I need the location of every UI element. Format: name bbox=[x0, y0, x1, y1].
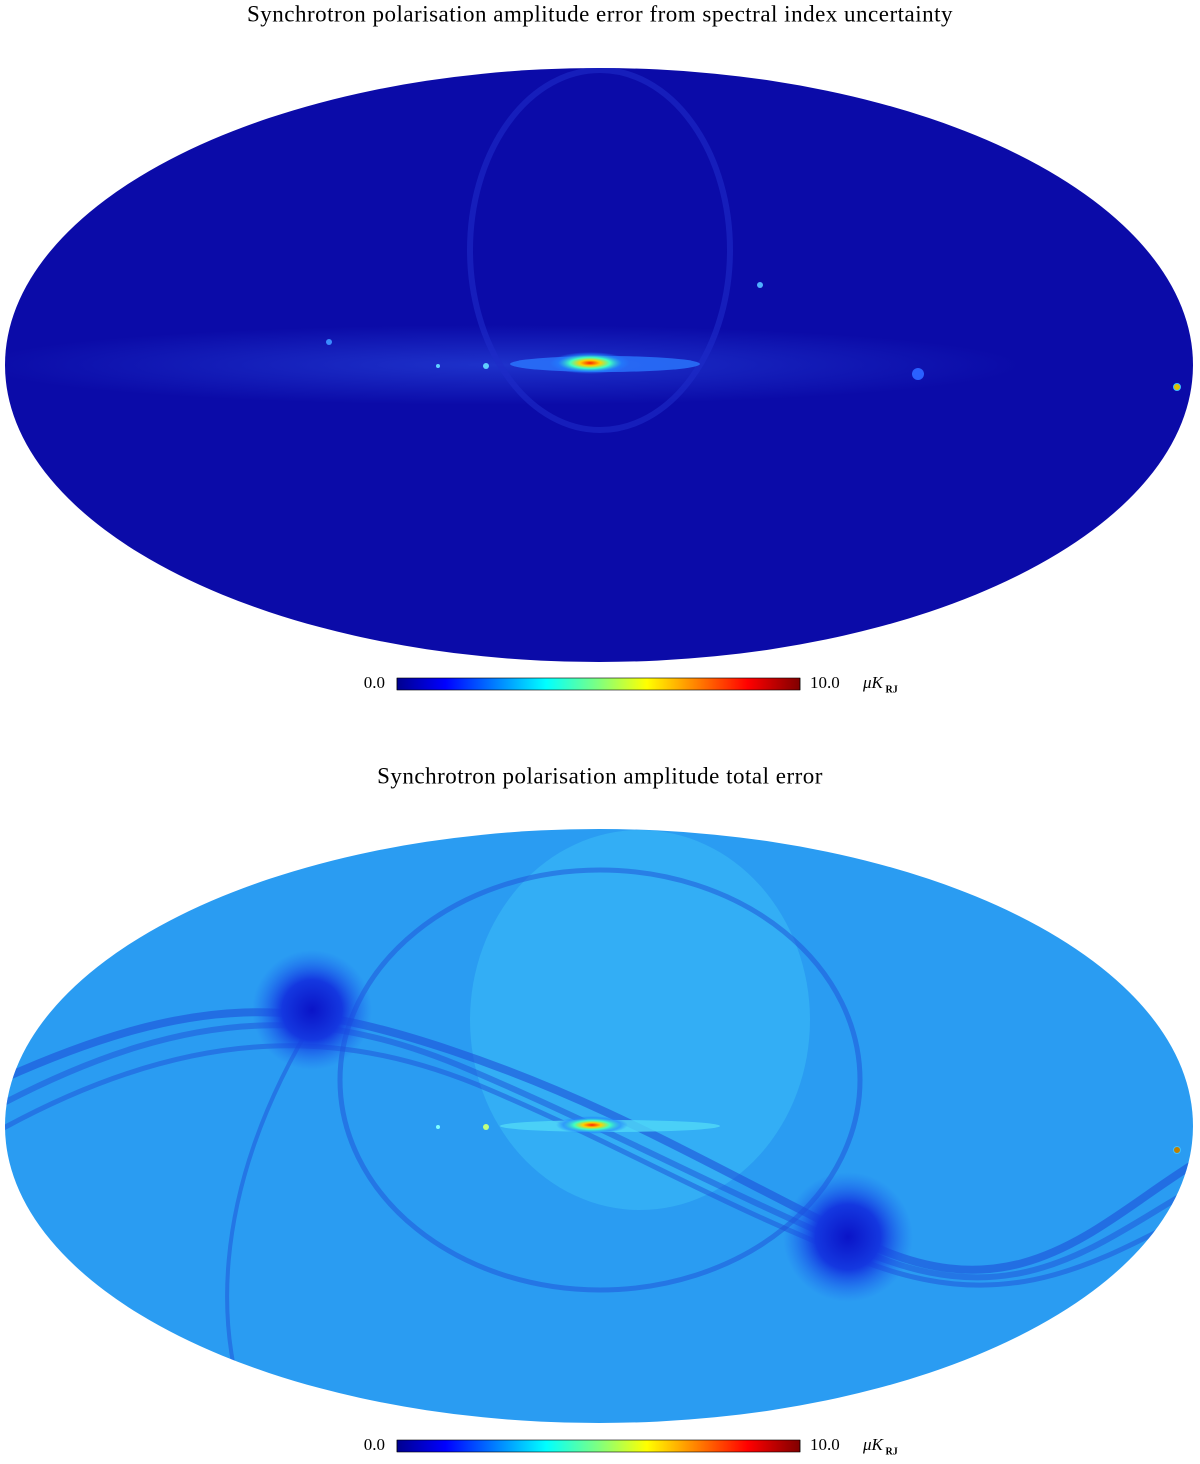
scan-stripe bbox=[5, 1043, 1193, 1288]
map-title: Synchrotron polarisation amplitude total… bbox=[377, 763, 823, 788]
colorbar bbox=[396, 677, 801, 691]
galactic-center bbox=[556, 1116, 628, 1134]
colorbar-unit: μK bbox=[862, 1435, 885, 1454]
colorbar bbox=[396, 1439, 801, 1453]
bright-region bbox=[470, 830, 810, 1210]
sky-map bbox=[5, 68, 1193, 662]
source bbox=[757, 282, 763, 288]
colorbar-min-label: 0.0 bbox=[364, 1435, 385, 1454]
galactic-center bbox=[550, 352, 630, 374]
scan-arc bbox=[337, 867, 863, 1293]
colorbar-max-label: 10.0 bbox=[810, 1435, 840, 1454]
source bbox=[912, 368, 924, 380]
source bbox=[1173, 383, 1181, 391]
plane-glow bbox=[5, 325, 1020, 405]
pole-star bbox=[252, 950, 372, 1070]
pole-star bbox=[783, 1172, 913, 1302]
scan-stripe bbox=[5, 1022, 1193, 1281]
colorbar-min-label: 0.0 bbox=[364, 673, 385, 692]
loop bbox=[467, 68, 733, 433]
source bbox=[436, 1125, 440, 1129]
source bbox=[326, 339, 332, 345]
colorbar-unit-subscript: RJ bbox=[886, 684, 898, 695]
source bbox=[1173, 1146, 1181, 1154]
map-title: Synchrotron polarisation amplitude error… bbox=[247, 1, 953, 26]
source bbox=[436, 364, 440, 368]
source bbox=[483, 363, 489, 369]
source bbox=[483, 1124, 489, 1130]
colorbar-max-label: 10.0 bbox=[810, 673, 840, 692]
colorbar-unit-subscript: RJ bbox=[886, 1446, 898, 1457]
colorbar-unit: μK bbox=[862, 673, 885, 692]
sky-map bbox=[5, 829, 1193, 1423]
